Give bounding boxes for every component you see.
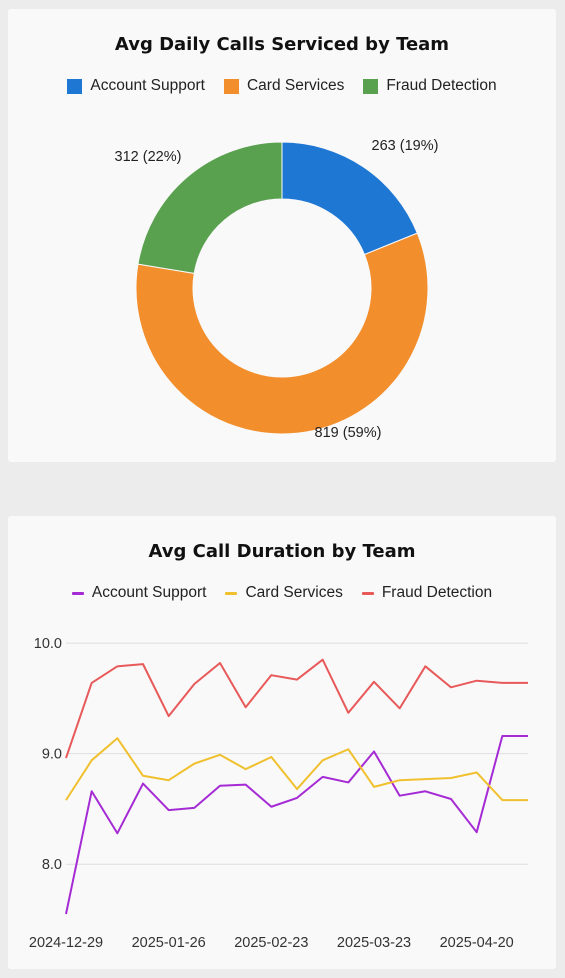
legend-swatch-account-support: [71, 591, 84, 595]
donut-slice-label-card-services: 819 (59%): [315, 425, 382, 441]
line-chart-card: Avg Call Duration by Team Account Suppor…: [8, 516, 556, 969]
legend-label-fraud-detection: Fraud Detection: [386, 77, 497, 94]
legend-label-card-services: Card Services: [245, 584, 343, 601]
legend-swatch-fraud-detection: [361, 591, 374, 595]
legend-item-card-services[interactable]: Card Services: [223, 77, 345, 95]
x-tick-label: 2025-03-23: [337, 935, 411, 951]
legend-item-account-support[interactable]: Account Support: [67, 77, 205, 95]
legend-swatch-card-services: [225, 591, 238, 595]
legend-item-account-support[interactable]: Account Support: [71, 584, 207, 602]
donut-slice-fraud-detection[interactable]: [137, 141, 283, 274]
y-tick-label: 8.0: [42, 857, 62, 873]
donut-legend: Account Support Card Services Fraud Dete…: [8, 77, 556, 95]
donut-chart-title: Avg Daily Calls Serviced by Team: [114, 34, 450, 55]
x-tick-label: 2025-02-23: [234, 935, 308, 951]
x-tick-label: 2025-04-20: [440, 935, 514, 951]
legend-label-account-support: Account Support: [91, 584, 207, 601]
y-tick-label: 9.0: [42, 747, 62, 763]
legend-item-card-services[interactable]: Card Services: [225, 584, 343, 602]
donut-slice-label-fraud-detection: 312 (22%): [115, 149, 182, 165]
line-plot: 8.0 9.0 10.0 2024-12-29 2025-01-26 2025-02-23…: [29, 636, 528, 951]
series-line-account-support[interactable]: [65, 734, 528, 915]
legend-item-fraud-detection[interactable]: Fraud Detection: [363, 77, 497, 95]
donut-plot: 263 (19%) 819 (59%) 312 (22%): [115, 138, 439, 441]
y-tick-label: 10.0: [34, 636, 62, 652]
line-legend: Account Support Card Services Fraud Dete…: [8, 584, 556, 602]
legend-label-fraud-detection: Fraud Detection: [381, 584, 493, 601]
legend-swatch-card-services: [223, 78, 239, 94]
legend-swatch-account-support: [67, 78, 83, 94]
x-tick-label: 2025-01-26: [132, 935, 206, 951]
x-tick-label: 2024-12-29: [29, 935, 103, 951]
legend-item-fraud-detection[interactable]: Fraud Detection: [361, 584, 493, 602]
donut-slice-card-services[interactable]: [135, 232, 429, 435]
line-chart-title: Avg Call Duration by Team: [148, 541, 416, 562]
donut-slice-account-support[interactable]: [281, 141, 418, 256]
legend-label-card-services: Card Services: [246, 77, 345, 94]
legend-swatch-fraud-detection: [363, 78, 379, 94]
donut-slice-label-account-support: 263 (19%): [372, 138, 439, 154]
series-line-card-services[interactable]: [65, 737, 528, 802]
series-line-fraud-detection[interactable]: [65, 658, 528, 759]
legend-label-account-support: Account Support: [90, 77, 205, 94]
donut-chart-card: Avg Daily Calls Serviced by Team Account…: [8, 9, 556, 462]
